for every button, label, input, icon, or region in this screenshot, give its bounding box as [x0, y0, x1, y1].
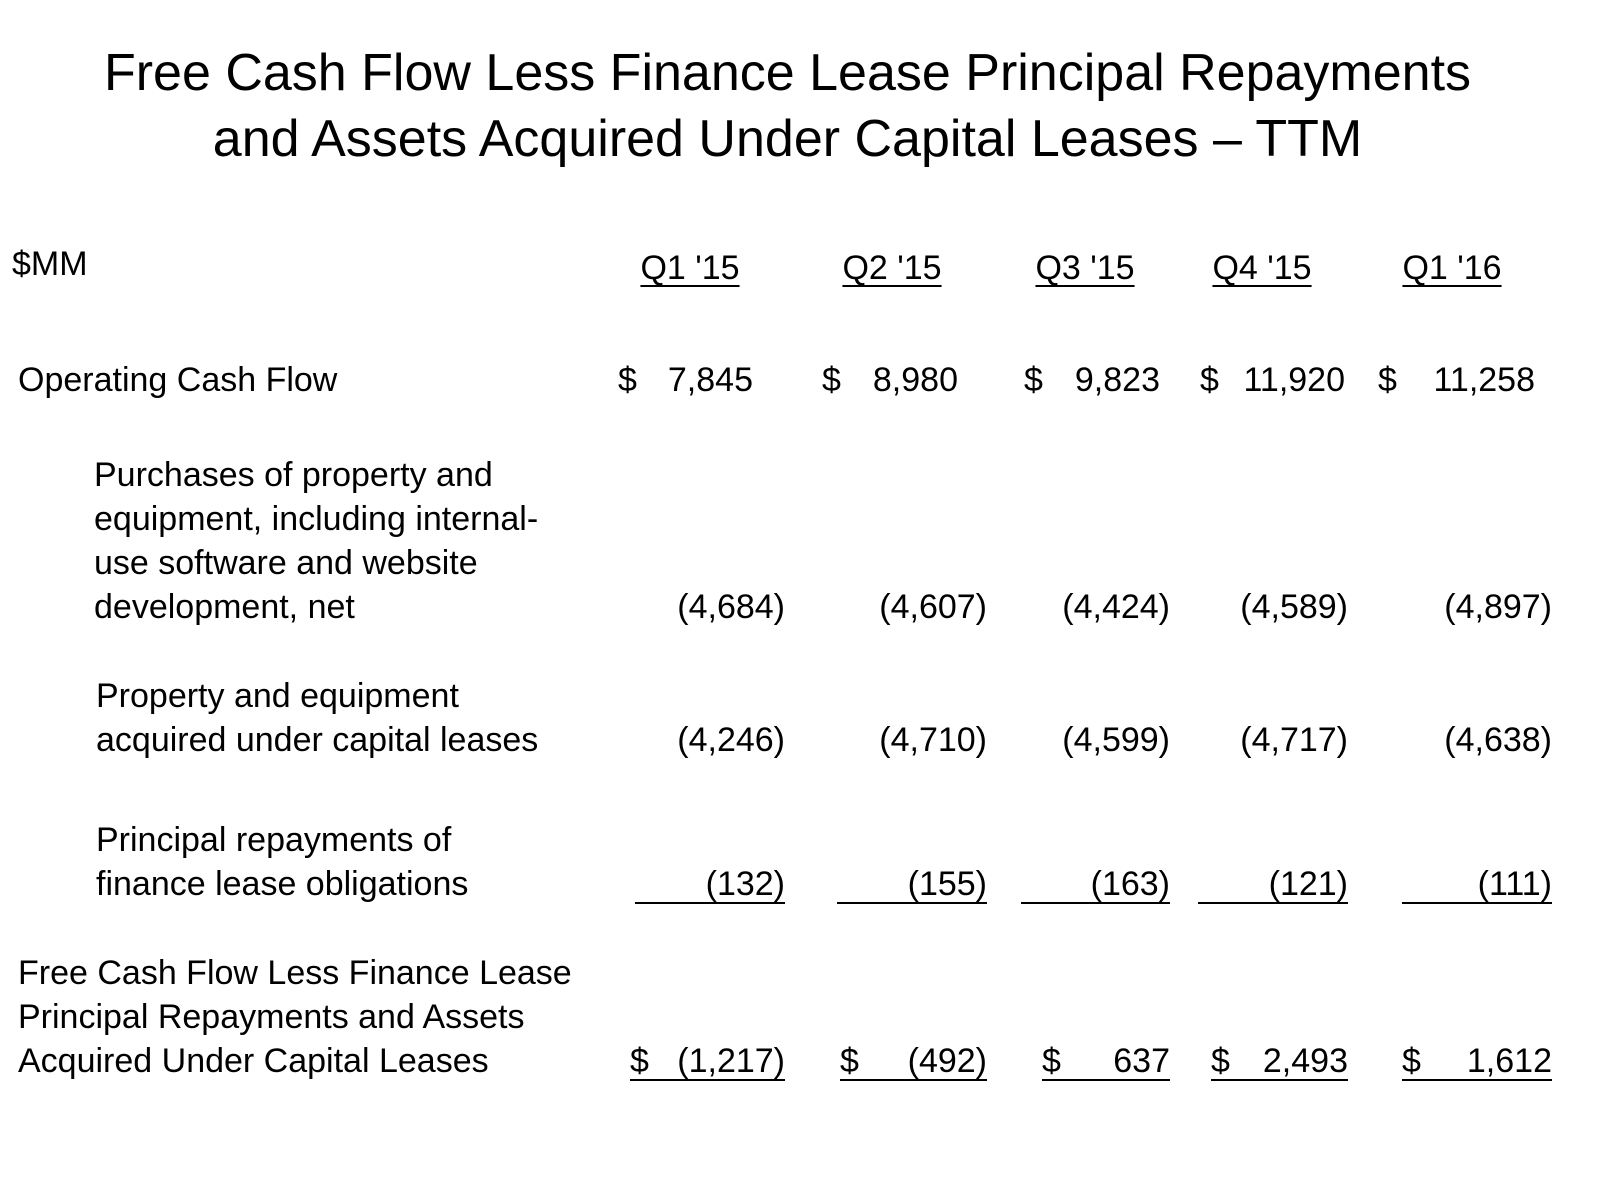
row-label: use software and website — [94, 544, 478, 582]
table-cell: (4,589) — [1240, 588, 1348, 626]
row-label: development, net — [94, 588, 355, 626]
column-header: Q4 '15 — [1212, 249, 1312, 287]
row-label: Purchases of property and — [94, 456, 493, 494]
row-label: Principal repayments of — [96, 821, 452, 859]
row-label: Property and equipment — [96, 677, 459, 715]
table-cell: (155) — [837, 862, 987, 904]
row-label: acquired under capital leases — [96, 721, 539, 759]
table-cell: $ (492) — [840, 1039, 987, 1081]
table-cell: (4,607) — [879, 588, 987, 626]
table-cell: (4,424) — [1062, 588, 1170, 626]
table-cell: (121) — [1198, 862, 1348, 904]
column-header: Q1 '15 — [640, 249, 740, 287]
table-cell: $ 7,845 — [618, 361, 753, 399]
table-cell: (4,684) — [677, 588, 785, 626]
table-cell: (163) — [1021, 862, 1170, 904]
table-cell: (111) — [1402, 862, 1552, 904]
title-line: Free Cash Flow Less Finance Lease Princi… — [103, 44, 1472, 102]
row-label: equipment, including internal- — [94, 500, 539, 538]
table-cell: (4,599) — [1062, 721, 1170, 759]
table-cell: (4,710) — [879, 721, 987, 759]
table-cell: (4,638) — [1444, 721, 1552, 759]
row-label: Free Cash Flow Less Finance Lease — [18, 954, 572, 992]
table-cell: (132) — [635, 862, 785, 904]
table-cell: $ (1,217) — [630, 1039, 785, 1081]
table-cell: $ 9,823 — [1024, 361, 1160, 399]
unit-label: $MM — [12, 245, 88, 283]
table-cell: $ 11,920 — [1200, 361, 1345, 399]
row-label: Principal Repayments and Assets — [18, 998, 525, 1036]
title-line: and Assets Acquired Under Capital Leases… — [212, 110, 1363, 168]
table-cell: $ 11,258 — [1378, 361, 1535, 399]
row-label: finance lease obligations — [96, 865, 469, 903]
table-cell: (4,897) — [1444, 588, 1552, 626]
table-cell: $ 2,493 — [1211, 1039, 1348, 1081]
column-header: Q2 '15 — [842, 249, 942, 287]
table-cell: $ 1,612 — [1402, 1039, 1552, 1081]
row-label: Operating Cash Flow — [18, 361, 338, 399]
table-cell: (4,246) — [677, 721, 785, 759]
table-cell: (4,717) — [1240, 721, 1348, 759]
column-header: Q1 '16 — [1402, 249, 1502, 287]
row-label: Acquired Under Capital Leases — [18, 1042, 489, 1080]
table-cell: $ 8,980 — [822, 361, 958, 399]
column-header: Q3 '15 — [1035, 249, 1135, 287]
table-cell: $ 637 — [1042, 1039, 1170, 1081]
